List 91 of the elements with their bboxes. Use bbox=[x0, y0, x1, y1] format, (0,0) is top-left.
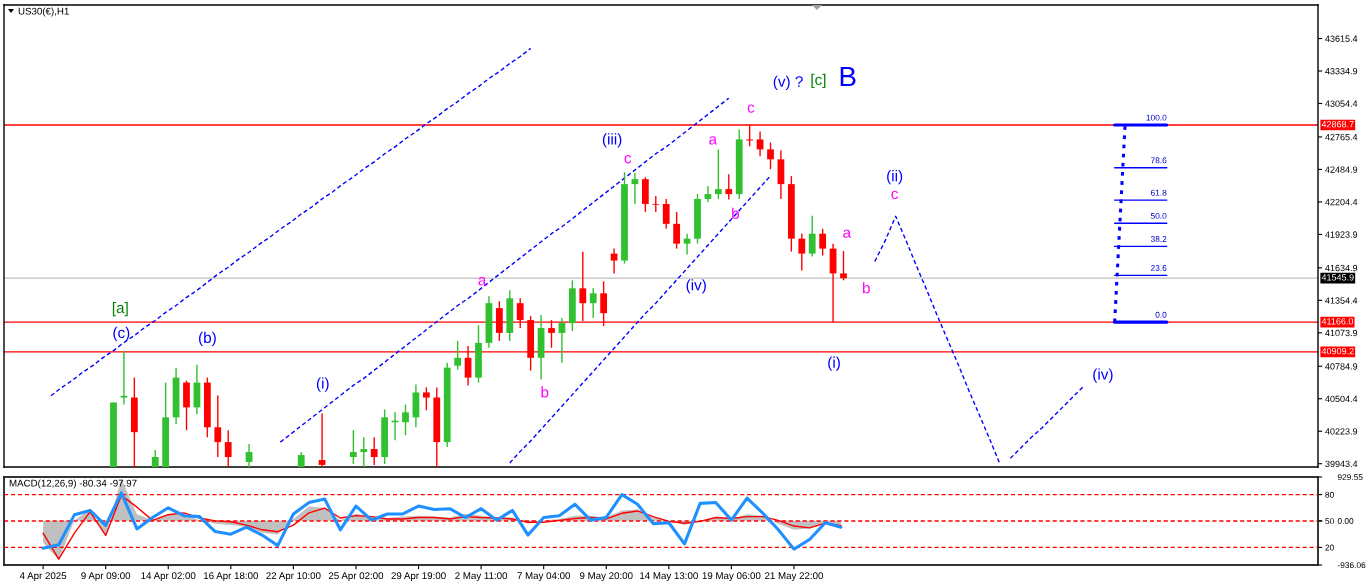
y-tick-label: 39943.4 bbox=[1325, 460, 1358, 468]
annotation: 61.8 bbox=[1150, 189, 1167, 196]
ref-line-label: 40909.2 bbox=[1321, 347, 1354, 355]
candlestick bbox=[120, 350, 128, 406]
x-tick-label: 19 May 06:00 bbox=[702, 572, 761, 582]
y-tick-label: 41073.9 bbox=[1325, 329, 1358, 337]
line-series bbox=[509, 175, 772, 464]
candlestick bbox=[558, 317, 566, 364]
x-tick-label: 9 Apr 09:00 bbox=[81, 572, 131, 582]
ref-line-label: 41545.9 bbox=[1321, 274, 1354, 281]
annotation: (ii) bbox=[887, 170, 903, 185]
candlestick bbox=[808, 215, 816, 258]
candlestick bbox=[798, 232, 806, 272]
chart-title: MACD(12,26,9) -80.34 -97.97 bbox=[9, 479, 137, 489]
annotation: (v) ? bbox=[773, 75, 803, 91]
candlestick bbox=[714, 148, 722, 200]
annotation: b bbox=[862, 282, 870, 294]
x-tick-label: 9 May 20:00 bbox=[579, 572, 633, 582]
y-tick-label: 41923.9 bbox=[1325, 231, 1358, 238]
y-tick-label: 43334.9 bbox=[1325, 67, 1358, 75]
candlestick bbox=[819, 228, 827, 257]
annotation: B bbox=[840, 66, 856, 87]
annotation: (c) bbox=[113, 326, 130, 342]
y-tick-label: 43615.4 bbox=[1325, 35, 1358, 42]
annotation: 100.0 bbox=[1146, 114, 1167, 121]
x-tick-label: 21 May 22:00 bbox=[765, 572, 824, 582]
x-tick-label: 25 Apr 02:00 bbox=[328, 572, 384, 582]
y-tick-label: 929.55 bbox=[1337, 474, 1363, 481]
annotation: c bbox=[891, 190, 899, 200]
candlestick bbox=[704, 185, 712, 203]
annotation: [c] bbox=[811, 73, 826, 89]
candlestick bbox=[725, 173, 733, 201]
annotation: a bbox=[843, 229, 852, 238]
annotation: (iv) bbox=[1093, 368, 1113, 383]
x-tick-label: 2 May 11:00 bbox=[455, 572, 508, 582]
annotation: a bbox=[478, 277, 487, 286]
annotation: b bbox=[541, 386, 549, 398]
annotation: 23.6 bbox=[1150, 265, 1167, 271]
candlestick bbox=[318, 412, 326, 467]
y2-tick-label: 80 bbox=[1325, 491, 1334, 498]
candlestick bbox=[349, 429, 357, 465]
candlestick bbox=[589, 287, 597, 319]
annotation: 0.0 bbox=[1155, 311, 1167, 318]
annotation: (iv) bbox=[686, 279, 706, 294]
x-tick-label: 14 Apr 02:00 bbox=[141, 572, 196, 582]
y-tick-label: 42484.9 bbox=[1325, 166, 1358, 173]
x-tick-label: 14 May 13:00 bbox=[640, 572, 698, 582]
candlestick bbox=[454, 340, 462, 371]
y-tick-label: 40223.9 bbox=[1325, 428, 1358, 435]
candlestick bbox=[214, 394, 222, 458]
y-tick-label: 42204.4 bbox=[1325, 198, 1358, 206]
annotation: b bbox=[732, 207, 739, 219]
annotation: 50.0 bbox=[1150, 212, 1167, 219]
candlestick bbox=[662, 198, 670, 230]
x-tick-label: 22 Apr 10:00 bbox=[266, 572, 321, 582]
y-tick-label: 40784.9 bbox=[1325, 363, 1358, 370]
x-tick-label: 4 Apr 2025 bbox=[19, 572, 67, 582]
x-tick-label: 7 May 04:00 bbox=[517, 572, 571, 582]
candlestick bbox=[422, 386, 430, 412]
y2-tick-label: 20 bbox=[1325, 544, 1334, 551]
annotation: 38.2 bbox=[1150, 236, 1167, 242]
annotation: (i) bbox=[316, 377, 329, 392]
ref-line-label: 41166.0 bbox=[1321, 318, 1354, 325]
annotation: c bbox=[624, 155, 632, 164]
annotation: (b) bbox=[199, 331, 216, 347]
annotation: (i) bbox=[828, 356, 840, 371]
x-tick-label: 29 Apr 19:00 bbox=[391, 572, 446, 582]
candlestick bbox=[767, 141, 774, 170]
candlestick bbox=[370, 436, 378, 466]
candlestick bbox=[402, 403, 409, 436]
annotation: 78.6 bbox=[1151, 157, 1167, 164]
y-tick-label: 40504.4 bbox=[1325, 395, 1358, 403]
y-tick-label: 41354.4 bbox=[1325, 297, 1358, 304]
annotation: (iii) bbox=[602, 133, 622, 148]
y2-tick-label: 50 bbox=[1325, 518, 1334, 525]
y-tick-label: 43054.4 bbox=[1325, 100, 1358, 107]
y-tick-label: 0.00 bbox=[1337, 518, 1354, 524]
candlestick bbox=[673, 211, 681, 250]
annotation: c bbox=[747, 104, 755, 113]
y-tick-label: 42765.4 bbox=[1325, 133, 1358, 141]
ref-line-label: 42868.7 bbox=[1321, 121, 1354, 128]
candlestick bbox=[840, 250, 847, 282]
annotation: a bbox=[709, 136, 718, 145]
line-series bbox=[41, 491, 843, 551]
chart-title: US30(€),H1 bbox=[18, 7, 69, 17]
y-tick-label: -936.06 bbox=[1337, 562, 1366, 569]
candlestick bbox=[224, 429, 232, 467]
candlestick bbox=[360, 436, 368, 467]
x-tick-label: 16 Apr 18:00 bbox=[203, 572, 259, 582]
y-tick-label: 41634.9 bbox=[1325, 264, 1358, 272]
annotation: [a] bbox=[112, 302, 128, 317]
